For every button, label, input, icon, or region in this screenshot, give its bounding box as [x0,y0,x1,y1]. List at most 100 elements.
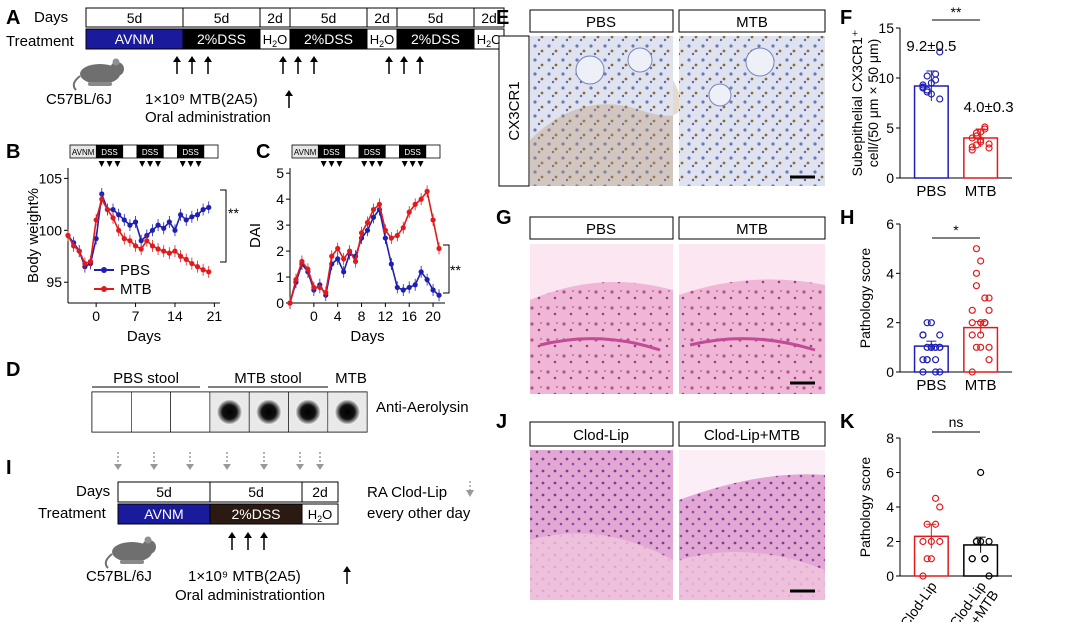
point-C-MTB-14 [370,206,377,213]
significance-b: ** [228,205,239,221]
day-label-i-1: 5d [248,484,264,500]
point-C-MTB-21 [412,201,418,207]
micrograph-g-pbs [530,244,673,394]
point-B-PBS-15 [149,227,156,233]
dot-H-0-4 [936,331,944,339]
y-tick-label-C-2: 2 [276,243,284,259]
point-C-PBS-14 [370,214,377,220]
y-tick-label-C-1: 1 [276,269,284,285]
ra-arrow-3 [223,452,231,470]
strip-c-dss-label-1: DSS [323,148,339,157]
day-label-i-2: 2d [312,484,328,500]
schematic-i-treatment-label: Treatment [38,505,107,522]
dot-K-0-6 [923,520,931,528]
strip-b-arrowhead-5-1 [187,161,194,167]
point-B-MTB-9 [116,227,122,233]
dot-H-0-6 [923,343,931,351]
dot-F-0-4 [936,48,944,56]
point-C-MTB-8 [335,245,341,252]
strip-c-arrowhead-3-1 [369,161,376,167]
treat-label-0: AVNM [115,31,154,47]
dot-H-1-1 [972,343,981,351]
dot-K-1-5 [968,555,976,563]
value-label-F-0: 9.2±0.5 [906,38,956,55]
dot-K-0-2 [927,537,935,546]
point-C-PBS-21 [412,282,418,288]
dot-F-0-10 [919,83,927,91]
dot-F-1-11 [972,141,981,149]
bracket-b [220,189,227,263]
strip-c-seg-6 [425,144,441,159]
dose-arrow-a-7 [400,56,408,74]
treatment-strip-b: AVNM DSS DSS DSS [69,144,219,167]
chart-pathology-score-k: 0 2 4 6 8 Clod-Lip Clod-Lip+MTB Pathology score… [857,414,1012,622]
micrograph-j-clodlip [530,450,673,600]
point-C-PBS-17 [388,261,394,267]
series-line-B-PBS [67,193,210,268]
panel-letter-k: K [840,411,855,433]
dot-H-0-15 [919,331,927,339]
dot-H-0-17 [927,343,935,351]
point-B-MTB-6 [99,196,105,202]
point-C-MTB-19 [400,225,406,231]
dot-K-1-2 [977,468,985,477]
day-cell-6 [473,7,505,28]
strip-b-arrowhead-3-2 [154,161,161,167]
point-C-PBS-20 [406,284,412,291]
y-tick-label-H-4: 4 [886,265,894,281]
x-tick-label-C-8: 8 [358,308,366,324]
point-C-MTB-12 [358,230,365,236]
y-tick-label-F-10: 10 [878,70,894,86]
dot-K-0-8 [931,494,940,502]
ra-arrow-0 [114,452,122,470]
point-C-PBS-24 [430,287,436,293]
point-B-MTB-18 [166,250,172,256]
point-B-MTB-12 [132,243,139,249]
strip-b-seg-6 [203,144,219,159]
mouse-label-a: C57BL/6J [46,91,112,108]
treat-label-4: H2O [370,32,395,49]
point-C-PBS-19 [400,287,406,293]
col-header-j-clodlip-mtb: Clod-Lip+MTB [704,427,800,444]
strip-b-dss-label-1: DSS [101,148,117,157]
strip-c-arrowhead-5-1 [409,161,416,167]
treat-label-5: 2%DSS [411,31,460,47]
dot-H-1-5 [968,331,976,339]
schematic-i-days-label: Days [76,483,110,500]
point-B-PBS-19 [172,227,178,233]
point-C-MTB-23 [424,188,430,194]
dot-H-0-11 [923,356,931,364]
row-label-box-e [498,35,530,187]
dose-arrow-i-1 [244,532,252,550]
row-label-cx3cr1: CX3CR1 [506,81,523,140]
point-B-PBS-11 [127,222,133,228]
dose-legend-arrow-i [343,566,351,584]
significance-c: ** [450,262,461,278]
dose-arrow-a-2 [204,56,212,74]
point-C-MTB-6 [323,290,329,296]
strip-b-arrowhead-5-2 [195,161,202,167]
point-C-MTB-22 [418,196,424,202]
blot-dot-3 [216,399,243,425]
dot-H-0-18 [931,356,940,364]
legend-mtb: MTB [120,281,152,298]
x-tick-label-B-7: 7 [132,308,140,324]
mouse-icon-a [72,58,124,91]
dot-H-1-0 [968,368,976,376]
y-tick-label-C-3: 3 [276,217,284,233]
dot-F-0-1 [923,72,931,80]
dot-K-0-3 [931,520,940,528]
dot-F-1-1 [972,129,981,137]
point-B-PBS-13 [138,238,144,244]
panel-letter-g: G [496,207,512,229]
y-axis-label-H: Pathology score [857,248,873,349]
y-tick-label-K-8: 8 [886,430,894,446]
y-tick-label-C-4: 4 [276,191,284,207]
y-tick-label-K-6: 6 [886,465,894,481]
col-header-box-j1 [529,421,674,447]
y-tick-label-C-5: 5 [276,165,284,181]
point-C-MTB-18 [394,232,400,239]
micrograph-g-mtb [679,244,825,394]
dose-arrow-a-8 [416,56,424,74]
